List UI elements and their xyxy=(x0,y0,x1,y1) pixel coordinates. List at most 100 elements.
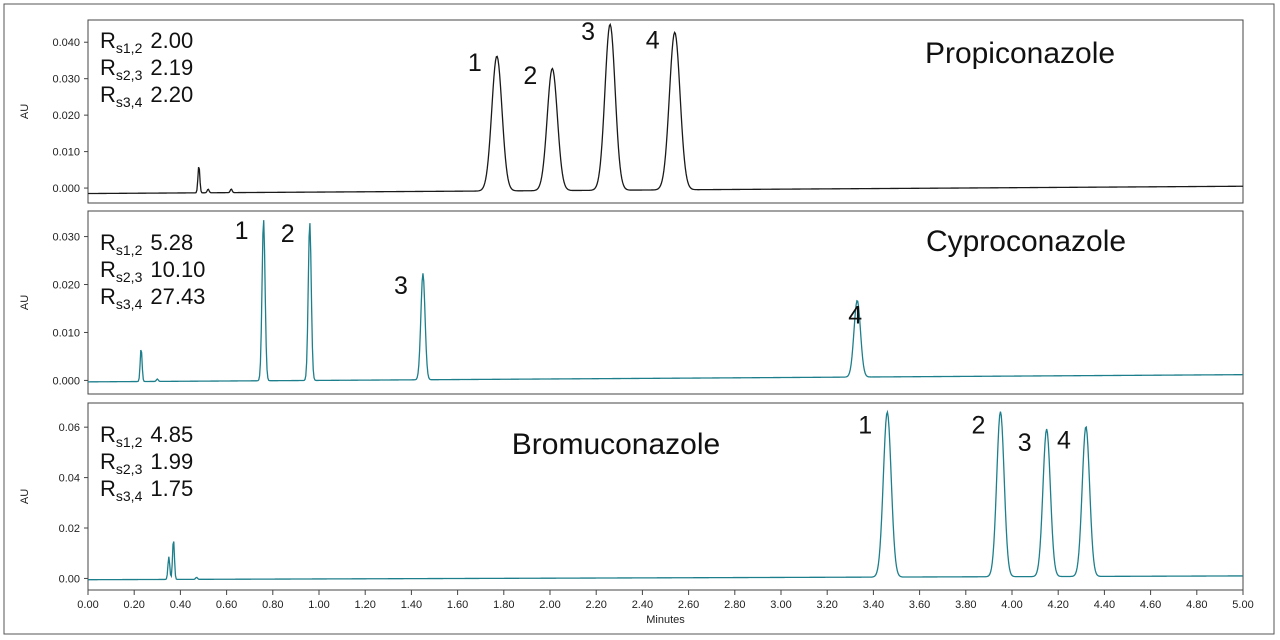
resolution-subscript: s3,4 xyxy=(116,94,143,110)
resolution-value: 2.20 xyxy=(150,82,193,107)
resolution-value: 5.28 xyxy=(150,230,193,255)
peak-label-3: 3 xyxy=(1018,429,1032,457)
x-axis-label: Minutes xyxy=(646,614,685,626)
resolution-symbol: R xyxy=(100,422,116,447)
y-tick-label: 0.02 xyxy=(59,523,80,535)
resolution-subscript: s2,3 xyxy=(116,461,143,477)
x-tick-label: 0.00 xyxy=(77,599,98,611)
resolution-entry: Rs2,3 10.10 xyxy=(100,257,205,285)
peak-label-1: 1 xyxy=(235,217,249,245)
y-tick-label: 0.030 xyxy=(52,74,80,86)
y-tick-label: 0.030 xyxy=(52,232,80,244)
resolution-symbol: R xyxy=(100,449,116,474)
resolution-subscript: s1,2 xyxy=(116,40,143,56)
resolution-symbol: R xyxy=(100,257,116,282)
x-tick-label: 4.00 xyxy=(1001,599,1022,611)
x-axis: 0.00 0.20 0.40 0.60 0.80 1.00 1.20 1.40 1.60 1.80… xyxy=(77,590,1254,626)
resolution-entry: Rs1,2 4.85 xyxy=(100,422,193,450)
resolution-value: 2.00 xyxy=(150,28,193,53)
y-axis-label: AU xyxy=(19,295,31,310)
y-tick-label: 0.04 xyxy=(59,473,80,485)
x-tick-label: 1.80 xyxy=(493,599,514,611)
x-tick-label: 1.60 xyxy=(447,599,468,611)
x-tick-label: 0.60 xyxy=(216,599,237,611)
resolution-entry: Rs2,3 2.19 xyxy=(100,55,193,83)
y-axis-label: AU xyxy=(19,104,31,119)
resolution-entry: Rs1,2 5.28 xyxy=(100,230,193,258)
peak-label-3: 3 xyxy=(394,272,408,300)
resolution-value: 1.75 xyxy=(150,476,193,501)
peak-label-4: 4 xyxy=(1057,426,1071,454)
x-tick-label: 2.00 xyxy=(539,599,560,611)
resolution-symbol: R xyxy=(100,82,116,107)
x-tick-label: 3.40 xyxy=(863,599,884,611)
peak-label-2: 2 xyxy=(281,220,295,248)
x-tick-label: 5.00 xyxy=(1232,599,1253,611)
x-tick-label: 4.20 xyxy=(1047,599,1068,611)
resolution-value: 4.85 xyxy=(150,422,193,447)
peak-label-1: 1 xyxy=(858,411,872,439)
resolution-subscript: s3,4 xyxy=(116,488,143,504)
resolution-symbol: R xyxy=(100,230,116,255)
x-tick-label: 2.20 xyxy=(585,599,606,611)
x-tick-label: 1.20 xyxy=(354,599,375,611)
y-tick-label: 0.040 xyxy=(52,37,80,49)
x-tick-label: 0.80 xyxy=(262,599,283,611)
resolution-symbol: R xyxy=(100,284,116,309)
x-tick-label: 3.60 xyxy=(909,599,930,611)
resolution-entry: Rs3,4 2.20 xyxy=(100,82,193,110)
signal-trace xyxy=(87,220,1243,383)
y-tick-label: 0.06 xyxy=(59,422,80,434)
x-tick-label: 4.80 xyxy=(1186,599,1207,611)
peak-label-2: 2 xyxy=(971,411,985,439)
x-tick-label: 0.20 xyxy=(123,599,144,611)
x-tick-label: 1.00 xyxy=(308,599,329,611)
x-tick-label: 4.60 xyxy=(1140,599,1161,611)
x-tick-label: 3.80 xyxy=(955,599,976,611)
panel-title: Propiconazole xyxy=(925,37,1115,70)
resolution-subscript: s2,3 xyxy=(116,269,143,285)
y-tick-label: 0.000 xyxy=(52,183,80,195)
resolution-symbol: R xyxy=(100,55,116,80)
resolution-entry: Rs1,2 2.00 xyxy=(100,28,193,56)
panel-title: Cyproconazole xyxy=(926,225,1126,258)
signal-trace xyxy=(88,22,1243,195)
peak-label-4: 4 xyxy=(646,27,660,55)
x-tick-label: 3.00 xyxy=(770,599,791,611)
plot-frame xyxy=(87,210,1244,395)
peak-label-3: 3 xyxy=(581,18,595,46)
peak-label-1: 1 xyxy=(468,49,482,77)
panel-propiconazole: 0.000 0.010 0.020 0.030 0.040 AU 1 2 3 4 Rs1,2 2.00… xyxy=(19,18,1244,204)
plot-frame xyxy=(87,19,1244,204)
peak-label-2: 2 xyxy=(523,62,537,90)
panel-bromuconazole: 0.00 0.02 0.04 0.06 AU 1 2 3 4 Rs1,2 4.85 Rs2,3 1.99… xyxy=(19,402,1244,591)
resolution-symbol: R xyxy=(100,476,116,501)
resolution-subscript: s2,3 xyxy=(116,67,143,83)
y-tick-label: 0.020 xyxy=(52,110,80,122)
resolution-value: 10.10 xyxy=(150,257,205,282)
resolution-entry: Rs3,4 1.75 xyxy=(100,476,193,504)
y-tick-label: 0.010 xyxy=(52,147,80,159)
x-tick-label: 4.40 xyxy=(1094,599,1115,611)
resolution-subscript: s1,2 xyxy=(116,434,143,450)
resolution-value: 1.99 xyxy=(150,449,193,474)
peak-label-4: 4 xyxy=(848,302,862,330)
resolution-value: 27.43 xyxy=(150,284,205,309)
signal-trace xyxy=(87,409,1243,581)
panel-title: Bromuconazole xyxy=(512,428,720,461)
x-tick-label: 2.60 xyxy=(678,599,699,611)
x-tick-label: 1.40 xyxy=(401,599,422,611)
x-tick-label: 2.40 xyxy=(632,599,653,611)
y-tick-label: 0.00 xyxy=(59,573,80,585)
y-tick-label: 0.010 xyxy=(52,327,80,339)
resolution-entry: Rs2,3 1.99 xyxy=(100,449,193,477)
resolution-symbol: R xyxy=(100,28,116,53)
x-tick-label: 2.80 xyxy=(724,599,745,611)
resolution-subscript: s3,4 xyxy=(116,296,143,312)
y-axis-label: AU xyxy=(19,489,31,504)
y-tick-label: 0.020 xyxy=(52,280,80,292)
resolution-value: 2.19 xyxy=(150,55,193,80)
